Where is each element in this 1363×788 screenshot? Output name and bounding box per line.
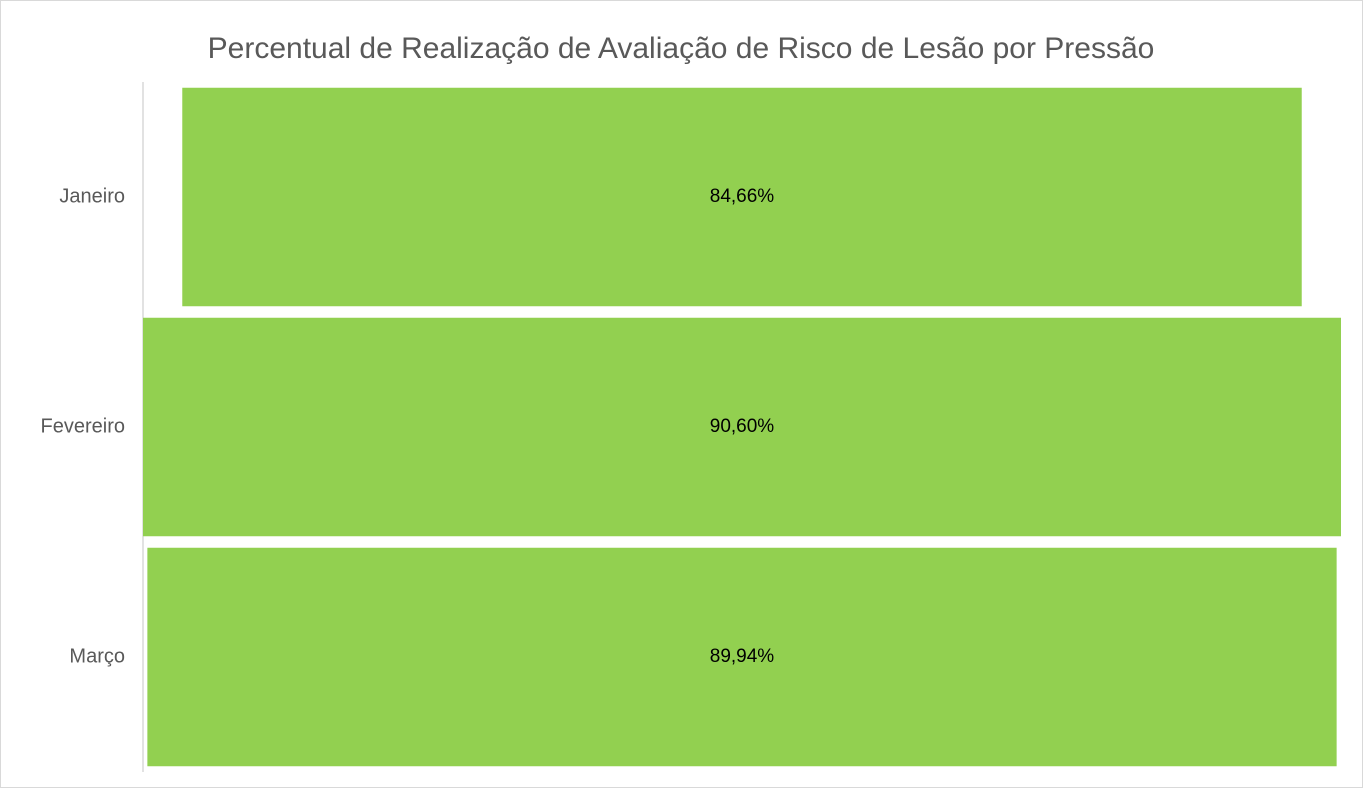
category-label: Março — [69, 645, 125, 667]
category-label: Fevereiro — [41, 415, 125, 437]
funnel-bar — [182, 87, 1302, 307]
funnel-bar — [143, 317, 1341, 537]
data-label: 84,66% — [710, 186, 775, 207]
category-label: Janeiro — [59, 185, 125, 207]
data-label: 89,94% — [710, 646, 775, 667]
chart-title: Percentual de Realização de Avaliação de… — [208, 32, 1155, 65]
funnel-bar — [147, 547, 1337, 767]
data-label: 90,60% — [710, 416, 775, 437]
